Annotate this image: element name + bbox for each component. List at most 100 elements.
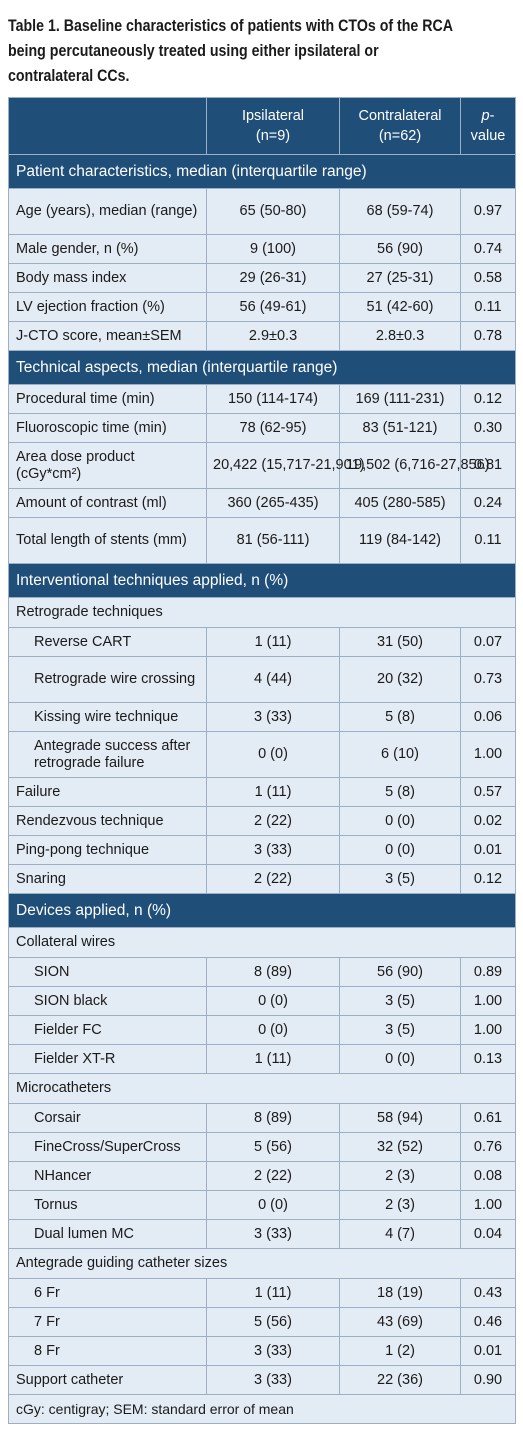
contralateral-value: 32 (52) [339, 1132, 461, 1162]
caption-line-2: being percutaneously treated using eithe… [8, 42, 379, 60]
row-label: Corsair [8, 1103, 207, 1133]
table-row: 6 Fr 1 (11) 18 (19) 0.43 [8, 1278, 516, 1308]
subgroup-label: Collateral wires [8, 927, 516, 958]
ipsilateral-value: 2.9±0.3 [206, 321, 340, 351]
table-row: 7 Fr 5 (56) 43 (69) 0.46 [8, 1307, 516, 1337]
p-value: 0.76 [460, 1132, 516, 1162]
p-value: 0.06 [460, 702, 516, 732]
row-label: NHancer [8, 1161, 207, 1191]
row-label: Area dose product (cGy*cm²) [8, 442, 207, 489]
row-label: Male gender, n (%) [8, 234, 207, 264]
row-label: Amount of contrast (ml) [8, 488, 207, 518]
table-row: Corsair 8 (89) 58 (94) 0.61 [8, 1103, 516, 1133]
p-value: 0.04 [460, 1219, 516, 1249]
table-row: J-CTO score, mean±SEM 2.9±0.3 2.8±0.3 0.78 [8, 321, 516, 351]
ipsilateral-value: 81 (56-111) [206, 517, 340, 564]
p-value: 1.00 [460, 731, 516, 778]
header-contralateral-label: Contralateral [358, 108, 442, 124]
table-row: Reverse CART 1 (11) 31 (50) 0.07 [8, 627, 516, 657]
row-label: Body mass index [8, 263, 207, 293]
row-label: Fluoroscopic time (min) [8, 413, 207, 443]
table-row: Rendezvous technique 2 (22) 0 (0) 0.02 [8, 806, 516, 836]
table-row: Ping-pong technique 3 (33) 0 (0) 0.01 [8, 835, 516, 865]
ipsilateral-value: 1 (11) [206, 627, 340, 657]
contralateral-value: 83 (51-121) [339, 413, 461, 443]
contralateral-value: 2 (3) [339, 1161, 461, 1191]
table-row: 8 Fr 3 (33) 1 (2) 0.01 [8, 1336, 516, 1366]
section-header-row: Technical aspects, median (interquartile… [8, 350, 516, 385]
ipsilateral-value: 0 (0) [206, 1015, 340, 1045]
row-label: SION [8, 957, 207, 987]
contralateral-value: 169 (111-231) [339, 384, 461, 414]
footnote-row: cGy: centigray; SEM: standard error of m… [8, 1394, 516, 1424]
contralateral-value: 56 (90) [339, 234, 461, 264]
table-row: Age (years), median (range) 65 (50-80) 68 … [8, 188, 516, 235]
row-label: Kissing wire technique [8, 702, 207, 732]
table-row: Procedural time (min) 150 (114-174) 169 (1… [8, 384, 516, 414]
subgroup-row: Antegrade guiding catheter sizes [8, 1248, 516, 1279]
row-label: Fielder XT-R [8, 1044, 207, 1074]
section-title: Interventional techniques applied, n (%) [8, 563, 516, 598]
ipsilateral-value: 3 (33) [206, 702, 340, 732]
p-value: 0.08 [460, 1161, 516, 1191]
table-row: Fielder XT-R 1 (11) 0 (0) 0.13 [8, 1044, 516, 1074]
table-row: Dual lumen MC 3 (33) 4 (7) 0.04 [8, 1219, 516, 1249]
row-label: Total length of stents (mm) [8, 517, 207, 564]
ipsilateral-value: 78 (62-95) [206, 413, 340, 443]
ipsilateral-value: 29 (26-31) [206, 263, 340, 293]
ipsilateral-value: 9 (100) [206, 234, 340, 264]
ipsilateral-value: 150 (114-174) [206, 384, 340, 414]
p-value: 1.00 [460, 986, 516, 1016]
contralateral-value: 18 (19) [339, 1278, 461, 1308]
p-value: 0.61 [460, 1103, 516, 1133]
ipsilateral-value: 8 (89) [206, 1103, 340, 1133]
row-label: Failure [8, 777, 207, 807]
row-label: SION black [8, 986, 207, 1016]
row-label: Rendezvous technique [8, 806, 207, 836]
contralateral-value: 2 (3) [339, 1190, 461, 1220]
contralateral-value: 58 (94) [339, 1103, 461, 1133]
p-value: 0.46 [460, 1307, 516, 1337]
section-title: Technical aspects, median (interquartile… [8, 350, 516, 385]
ipsilateral-value: 20,422 (15,717-21,901) [206, 442, 365, 489]
contralateral-value: 22 (36) [339, 1365, 461, 1395]
p-value: 0.24 [460, 488, 516, 518]
p-value: 0.43 [460, 1278, 516, 1308]
table-row: Tornus 0 (0) 2 (3) 1.00 [8, 1190, 516, 1220]
p-value: 0.01 [460, 1336, 516, 1366]
ipsilateral-value: 65 (50-80) [206, 188, 340, 235]
header-contralateral: Contralateral (n=62) [339, 97, 461, 155]
table-caption: Table 1. Baseline characteristics of pat… [8, 14, 453, 89]
header-p-value: p-value [460, 97, 516, 155]
p-value: 0.58 [460, 263, 516, 293]
contralateral-value: 3 (5) [339, 1015, 461, 1045]
contralateral-value: 43 (69) [339, 1307, 461, 1337]
row-label: Ping-pong technique [8, 835, 207, 865]
row-label: Antegrade success after retrograde failu… [8, 731, 207, 778]
table-row: Fluoroscopic time (min) 78 (62-95) 83 (51-… [8, 413, 516, 443]
p-value: 0.89 [460, 957, 516, 987]
subgroup-row: Retrograde techniques [8, 597, 516, 628]
p-value: 0.97 [460, 188, 516, 235]
contralateral-value: 405 (280-585) [339, 488, 461, 518]
p-value: 0.12 [460, 864, 516, 894]
ipsilateral-value: 2 (22) [206, 864, 340, 894]
p-value: 0.07 [460, 627, 516, 657]
row-label: Procedural time (min) [8, 384, 207, 414]
p-value: 0.02 [460, 806, 516, 836]
subgroup-row: Collateral wires [8, 927, 516, 958]
contralateral-value: 0 (0) [339, 835, 461, 865]
table-row: Antegrade success after retrograde failu… [8, 731, 516, 778]
table-row: Male gender, n (%) 9 (100) 56 (90) 0.74 [8, 234, 516, 264]
header-p-rest: -value [470, 108, 506, 144]
subgroup-label: Retrograde techniques [8, 597, 516, 628]
contralateral-value: 119 (84-142) [339, 517, 461, 564]
p-value: 0.11 [460, 292, 516, 322]
table-row: Failure 1 (11) 5 (8) 0.57 [8, 777, 516, 807]
ipsilateral-value: 1 (11) [206, 1278, 340, 1308]
row-label: Tornus [8, 1190, 207, 1220]
caption-line-3: contralateral CCs. [8, 67, 130, 85]
contralateral-value: 0 (0) [339, 806, 461, 836]
p-value: 0.30 [460, 413, 516, 443]
ipsilateral-value: 3 (33) [206, 835, 340, 865]
